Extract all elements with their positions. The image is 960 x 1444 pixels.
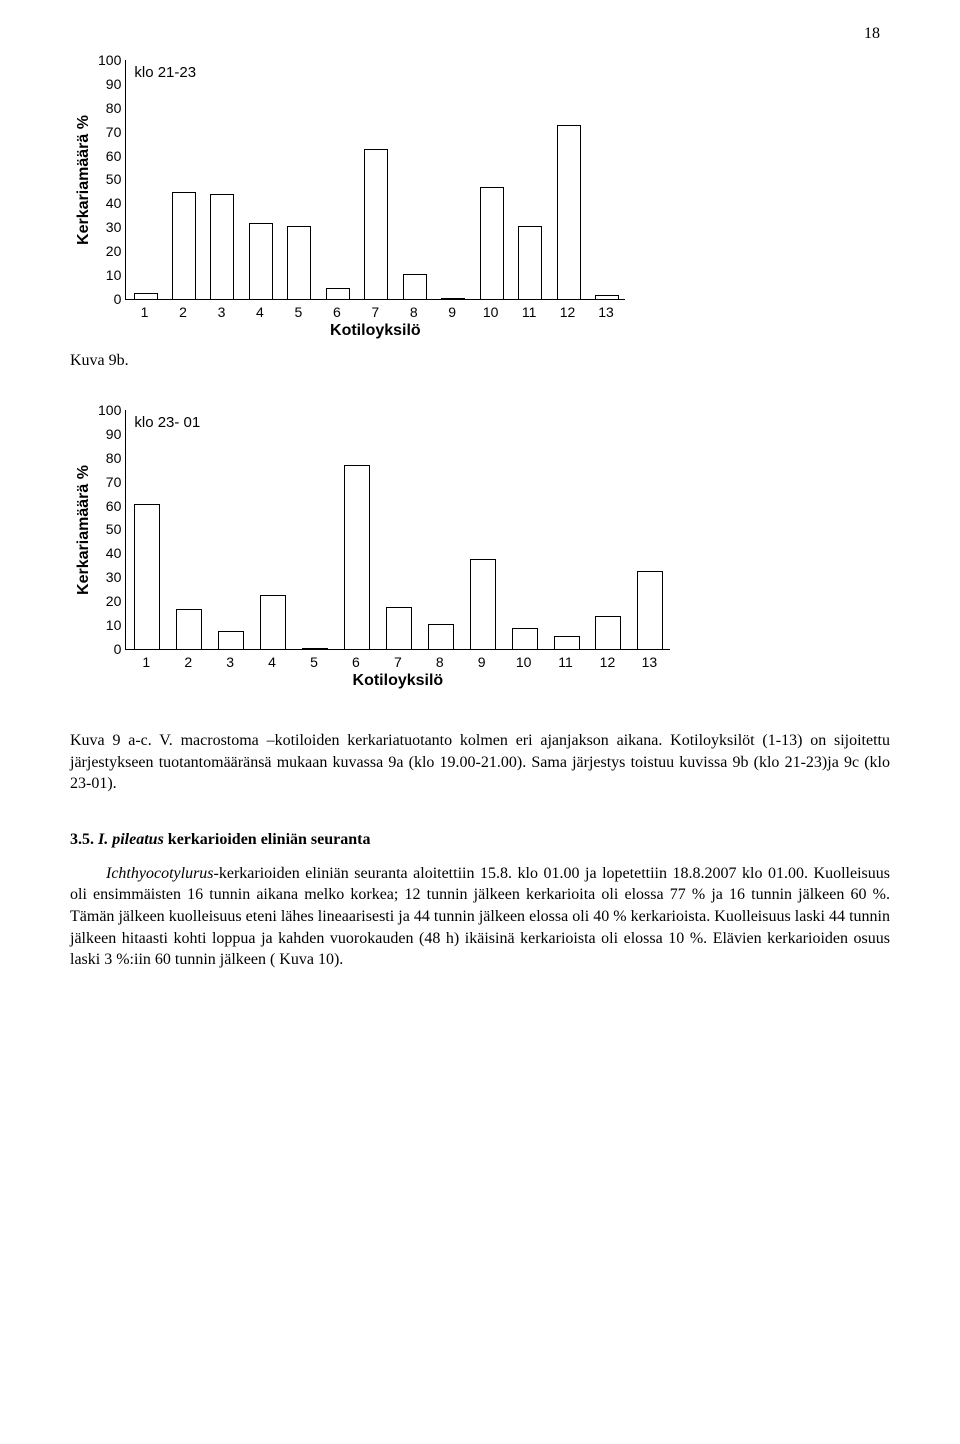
chart-9b: Kerkariamäärä % 1009080706050403020100 k… — [70, 60, 890, 370]
x-tick: 8 — [427, 654, 453, 670]
x-tick: 9 — [440, 304, 464, 320]
bar — [637, 571, 663, 650]
y-tick: 40 — [106, 203, 122, 204]
x-tick: 5 — [301, 654, 327, 670]
x-tick: 12 — [594, 654, 620, 670]
chart-9b-bars — [126, 60, 626, 300]
bar — [218, 631, 244, 650]
bar — [441, 298, 465, 300]
y-tick: 10 — [106, 275, 122, 276]
x-tick: 2 — [175, 654, 201, 670]
bar — [302, 648, 328, 650]
y-tick: 70 — [106, 482, 122, 483]
y-tick: 70 — [106, 132, 122, 133]
body-paragraph: Ichthyocotylurus-kerkarioiden eliniän se… — [70, 863, 890, 971]
bar — [386, 607, 412, 650]
section-heading-rest: kerkarioiden eliniän seuranta — [164, 831, 371, 848]
y-tick: 0 — [114, 649, 122, 650]
y-tick: 100 — [98, 410, 121, 411]
chart-9c-ylabel: Kerkariamäärä % — [75, 465, 93, 595]
x-tick: 9 — [469, 654, 495, 670]
body-italic-ich: Ichthyocotylurus — [106, 865, 214, 882]
x-tick: 12 — [556, 304, 580, 320]
y-tick: 20 — [106, 251, 122, 252]
y-tick: 60 — [106, 156, 122, 157]
section-heading-number: 3.5. — [70, 831, 98, 848]
bar — [249, 223, 273, 300]
x-tick: 10 — [511, 654, 537, 670]
x-tick: 5 — [286, 304, 310, 320]
chart-9b-ylabel-col: Kerkariamäärä % — [70, 60, 98, 300]
bar — [326, 288, 350, 300]
chart-9b-xlabel: Kotiloyksilö — [125, 322, 625, 340]
bar — [287, 226, 311, 300]
bar — [428, 624, 454, 650]
kuva-9b-caption: Kuva 9b. — [70, 352, 129, 370]
x-tick: 1 — [133, 654, 159, 670]
y-tick: 20 — [106, 601, 122, 602]
y-tick: 30 — [106, 227, 122, 228]
x-tick: 6 — [343, 654, 369, 670]
bar — [554, 636, 580, 650]
x-tick: 11 — [517, 304, 541, 320]
y-tick: 80 — [106, 108, 122, 109]
bar — [518, 226, 542, 300]
section-heading-species: I. pileatus — [98, 831, 164, 848]
bar — [210, 194, 234, 300]
bar — [176, 609, 202, 650]
y-tick: 80 — [106, 458, 122, 459]
section-heading: 3.5. I. pileatus kerkarioiden eliniän se… — [70, 831, 890, 849]
y-tick: 100 — [98, 60, 121, 61]
page-number: 18 — [864, 25, 880, 43]
y-tick: 0 — [114, 299, 122, 300]
bar — [364, 149, 388, 300]
chart-9c-bars — [126, 410, 671, 650]
x-tick: 13 — [636, 654, 662, 670]
x-tick: 3 — [209, 304, 233, 320]
bar — [557, 125, 581, 300]
chart-9b-plot: klo 21-23 — [125, 60, 625, 300]
chart-9c-plot: klo 23- 01 — [125, 410, 670, 650]
bar — [172, 192, 196, 300]
chart-9b-ylabel: Kerkariamäärä % — [75, 115, 93, 245]
x-tick: 10 — [479, 304, 503, 320]
x-tick: 1 — [133, 304, 157, 320]
bar — [403, 274, 427, 300]
y-tick: 50 — [106, 179, 122, 180]
bar — [260, 595, 286, 650]
bar — [344, 465, 370, 650]
x-tick: 7 — [363, 304, 387, 320]
y-tick: 90 — [106, 434, 122, 435]
chart-9c: Kerkariamäärä % 1009080706050403020100 k… — [70, 410, 890, 690]
chart-9b-yticks: 1009080706050403020100 — [98, 60, 125, 300]
chart-9c-xticks: 12345678910111213 — [125, 654, 670, 670]
y-tick: 30 — [106, 577, 122, 578]
chart-9c-yticks: 1009080706050403020100 — [98, 410, 125, 650]
bar — [480, 187, 504, 300]
bar — [470, 559, 496, 650]
bar — [134, 293, 158, 300]
x-tick: 7 — [385, 654, 411, 670]
x-tick: 6 — [325, 304, 349, 320]
chart-9c-ylabel-col: Kerkariamäärä % — [70, 410, 98, 650]
bar — [512, 628, 538, 650]
x-tick: 2 — [171, 304, 195, 320]
y-tick: 60 — [106, 506, 122, 507]
x-tick: 11 — [553, 654, 579, 670]
y-tick: 90 — [106, 84, 122, 85]
x-tick: 4 — [248, 304, 272, 320]
bar — [595, 616, 621, 650]
x-tick: 3 — [217, 654, 243, 670]
y-tick: 10 — [106, 625, 122, 626]
x-tick: 4 — [259, 654, 285, 670]
bar — [595, 295, 619, 300]
figure-caption-paragraph: Kuva 9 a-c. V. macrostoma –kotiloiden ke… — [70, 730, 890, 795]
x-tick: 13 — [594, 304, 618, 320]
x-tick: 8 — [402, 304, 426, 320]
bar — [134, 504, 160, 650]
y-tick: 40 — [106, 553, 122, 554]
chart-9b-xticks: 12345678910111213 — [125, 304, 625, 320]
y-tick: 50 — [106, 529, 122, 530]
chart-9c-xlabel: Kotiloyksilö — [125, 672, 670, 690]
